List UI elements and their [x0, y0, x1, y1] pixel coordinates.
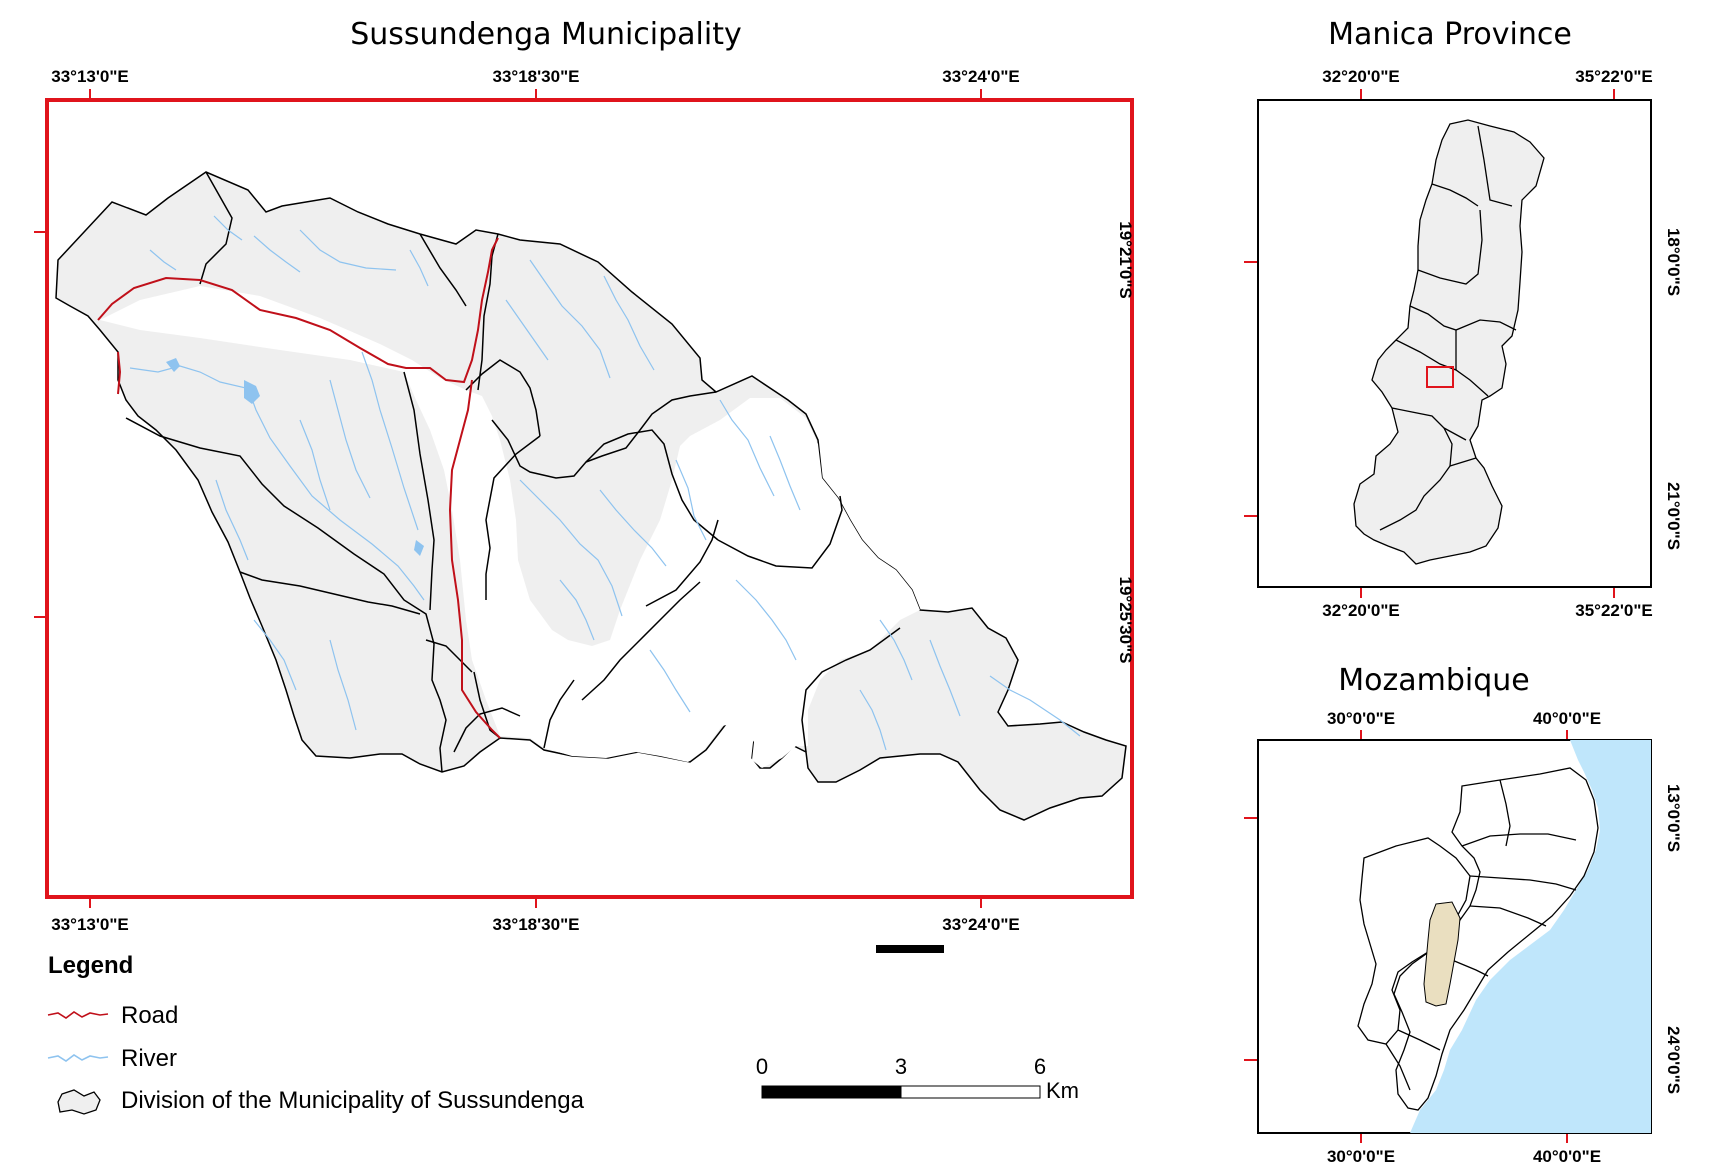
province-ticks [1244, 89, 1615, 598]
river-network [129, 215, 1081, 751]
north-bar-mark [876, 945, 944, 953]
country-ticks [1244, 730, 1568, 1143]
main-map-title: Sussundenga Municipality [350, 17, 742, 52]
province-top-lon-label: 32°20'0"E [1322, 67, 1400, 86]
manica-highlight [1423, 901, 1461, 1007]
scale-tick-label: 3 [895, 1054, 907, 1079]
legend-title: Legend [48, 952, 133, 979]
province-bottom-lon-label: 32°20'0"E [1322, 601, 1400, 620]
scale-tick-label: 0 [756, 1054, 768, 1079]
province-right-lat-label: 21°0'0"S [1664, 482, 1683, 550]
main-right-lat-label: 19°25'30"S [1116, 577, 1135, 664]
lake-shapes [166, 358, 424, 556]
main-bottom-lon-label: 33°24'0"E [942, 915, 1020, 934]
country-top-lon-label: 30°0'0"E [1327, 709, 1395, 728]
scale-tick-label: 6 [1034, 1054, 1046, 1079]
municipality-divisions [55, 171, 1127, 821]
main-bottom-lon-label: 33°18'30"E [493, 915, 580, 934]
legend-division-symbol [57, 1089, 101, 1115]
legend-road-label: Road [121, 1002, 178, 1029]
province-bottom-lon-label: 35°22'0"E [1575, 601, 1653, 620]
ocean [1410, 740, 1651, 1133]
province-right-lat-label: 18°0'0"S [1664, 228, 1683, 296]
main-bottom-lon-label: 33°13'0"E [51, 915, 129, 934]
scale-unit: Km [1046, 1078, 1079, 1103]
country-bottom-lon-label: 40°0'0"E [1533, 1147, 1601, 1166]
province-map-title: Manica Province [1328, 17, 1572, 52]
country-provinces [1357, 767, 1599, 1111]
scale-bar-white-segment [900, 1085, 1041, 1099]
province-top-lon-label: 35°22'0"E [1575, 67, 1653, 86]
ocean-edge [1640, 1010, 1651, 1080]
country-right-lat-label: 24°0'0"S [1664, 1026, 1683, 1094]
main-right-lat-label: 19°21'0"S [1116, 221, 1135, 299]
scale-bar-black-segment [761, 1085, 902, 1099]
main-top-ticks [34, 89, 982, 908]
road-line [97, 237, 501, 739]
province-districts [1353, 119, 1545, 565]
main-top-lon-label: 33°13'0"E [51, 67, 129, 86]
country-bottom-lon-label: 30°0'0"E [1327, 1147, 1395, 1166]
country-top-lon-label: 40°0'0"E [1533, 709, 1601, 728]
legend-river-symbol [47, 1054, 109, 1062]
country-map-title: Mozambique [1338, 663, 1529, 698]
legend-road-symbol [47, 1011, 109, 1019]
legend-division-label: Division of the Municipality of Sussunde… [121, 1087, 585, 1114]
study-area-box [1426, 366, 1454, 388]
main-top-lon-label: 33°24'0"E [942, 67, 1020, 86]
legend-river-label: River [121, 1045, 177, 1072]
country-right-lat-label: 13°0'0"S [1664, 784, 1683, 852]
main-top-lon-label: 33°18'30"E [493, 67, 580, 86]
